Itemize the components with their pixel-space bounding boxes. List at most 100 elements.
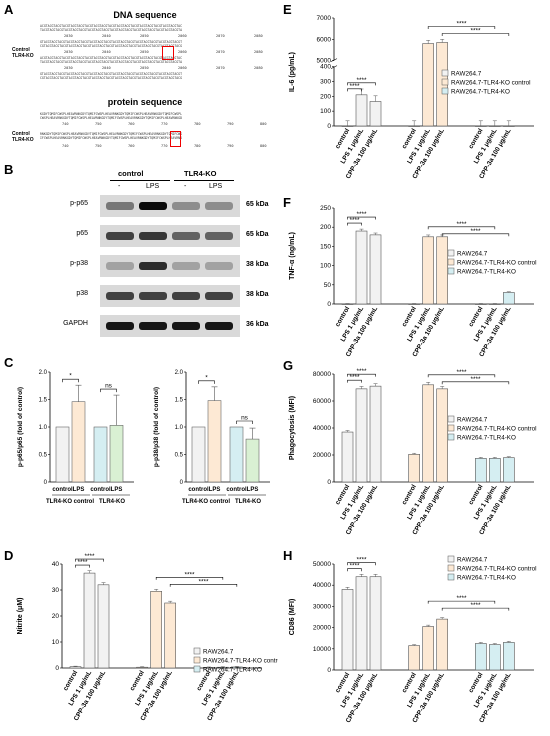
y-tick-label: 1.5 (175, 398, 184, 404)
bar (422, 626, 434, 671)
chart-c-left: 0 0.5 1.0 1.5 2.0 p-p65/p65 (fold of control)… (17, 370, 134, 505)
y-tick-label: 7000 (317, 15, 332, 22)
significance-label: **** (77, 559, 88, 566)
bar (369, 234, 382, 305)
bar (408, 125, 420, 127)
wb-band (106, 292, 134, 300)
y-tick-label: 40 (52, 561, 60, 568)
y-tick-label: 0 (327, 301, 331, 308)
y-tick-label: 400 (320, 64, 331, 71)
dna-tick-label: 2080 (254, 66, 263, 70)
x-tick-label: LPS (209, 487, 221, 493)
bar (369, 385, 382, 483)
wb-blot-strip (100, 225, 240, 247)
legend-swatch (447, 555, 455, 563)
dna-sample-labels: Control TLR4-KO (12, 47, 34, 59)
wb-kda-label: 65 kDa (246, 231, 269, 238)
y-tick-label: 0 (180, 480, 184, 486)
legend-swatch (447, 433, 455, 441)
wb-band (205, 292, 233, 300)
bar (422, 236, 434, 305)
bar (55, 426, 70, 483)
y-tick-label: 2.0 (175, 370, 184, 376)
legend-swatch (193, 656, 201, 664)
panel-letter-e: E (283, 2, 292, 17)
significance-bracket (427, 226, 496, 230)
significance-bracket (62, 378, 79, 383)
protein-tick-label: 800 (260, 144, 267, 148)
significance-label: **** (198, 578, 209, 585)
bar (422, 384, 434, 483)
significance-bracket (441, 381, 510, 385)
dna-seq-line: CGTACGTACGTACGTACGTACGTACGTACGTACGTACGTA… (40, 76, 183, 80)
bar (408, 645, 420, 671)
group-label: TLR4-KO control (182, 499, 230, 505)
legend-label: RAW264.7-TLR4-KO (457, 269, 516, 276)
dna-tick-label: 2060 (178, 66, 187, 70)
significance-label: **** (349, 217, 360, 224)
significance-label: **** (456, 595, 467, 602)
wb-kda-label: 38 kDa (246, 261, 269, 268)
protein-sample-control: Control (12, 131, 30, 137)
wb-band (139, 262, 167, 270)
panel-letter-b: B (4, 162, 14, 177)
bar (229, 426, 244, 483)
dna-sample-ko: TLR4-KO (12, 53, 34, 59)
significance-bracket (347, 216, 376, 220)
group-label: TLR4-KO control (46, 499, 94, 505)
legend-swatch (447, 415, 455, 423)
bar (503, 457, 515, 483)
chart-c-right: 0 0.5 1.0 1.5 2.0 p-p38/p38 (fold of control)… (153, 370, 270, 505)
wb-kda-label: 65 kDa (246, 201, 269, 208)
bar (489, 458, 501, 483)
protein-tick-label: 760 (128, 144, 135, 148)
y-tick-label: 1.5 (39, 398, 48, 404)
bar (71, 401, 86, 483)
protein-sample-labels: Control TLR4-KO (12, 131, 34, 143)
legend-swatch (441, 69, 449, 77)
bar (436, 388, 448, 483)
group-label: TLR4-KO (235, 499, 261, 505)
y-axis-label: p-p38/p38 (fold of control) (153, 387, 160, 467)
wb-group-ko: TLR4-KO (184, 169, 217, 178)
bar (341, 431, 354, 483)
dna-seq-line: ACGTACGTACGTACGTACGTACGTACGTACGTACGTACGT… (40, 56, 183, 60)
bar (245, 438, 260, 483)
y-tick-label: 50000 (313, 561, 331, 568)
significance-bracket (427, 374, 496, 378)
x-tick-label: control (90, 487, 111, 493)
x-tick-label: LPS (73, 487, 85, 493)
y-tick-label: 200 (320, 93, 331, 100)
wb-blot-strip (100, 285, 240, 307)
dna-seq-line: ACGTACGTACGTACGTACGTACGTACGTACGTACGTACGT… (40, 24, 183, 28)
y-tick-label: 40000 (313, 425, 331, 432)
y-tick-label: 2.0 (39, 370, 48, 376)
significance-bracket (169, 584, 238, 587)
wb-row-label: GAPDH (63, 320, 88, 327)
wb-row-label: p-p38 (70, 260, 88, 267)
y-tick-label: 0 (327, 123, 331, 130)
legend-swatch (193, 665, 201, 673)
protein-tick-label: 770 (161, 144, 168, 148)
dna-tick-label: 2070 (216, 34, 225, 38)
significance-label: **** (456, 369, 467, 376)
wb-lane-2: LPS (146, 183, 160, 190)
wb-blot-strip (100, 255, 240, 277)
significance-bracket (347, 82, 376, 86)
group-label: TLR4-KO (99, 499, 125, 505)
legend-label: RAW264.7 (203, 649, 234, 656)
y-tick-label: 250 (320, 205, 331, 212)
dna-tick-label: 2050 (140, 34, 149, 38)
y-tick-label: 300 (320, 78, 331, 85)
protein-seq-line: RNKGDYTQMIFCWSPLHEAVRNKGDYTQMIFCWSPLHEAV… (40, 132, 183, 136)
significance-bracket (75, 558, 104, 562)
wb-group-control-line (110, 180, 170, 181)
wb-row-label: p38 (76, 290, 88, 297)
significance-label: **** (84, 553, 95, 560)
legend-swatch (447, 424, 455, 432)
legend-label: RAW264.7 (457, 557, 488, 564)
bar (83, 572, 96, 669)
bar (69, 666, 82, 669)
y-tick-label: 200 (320, 224, 331, 231)
